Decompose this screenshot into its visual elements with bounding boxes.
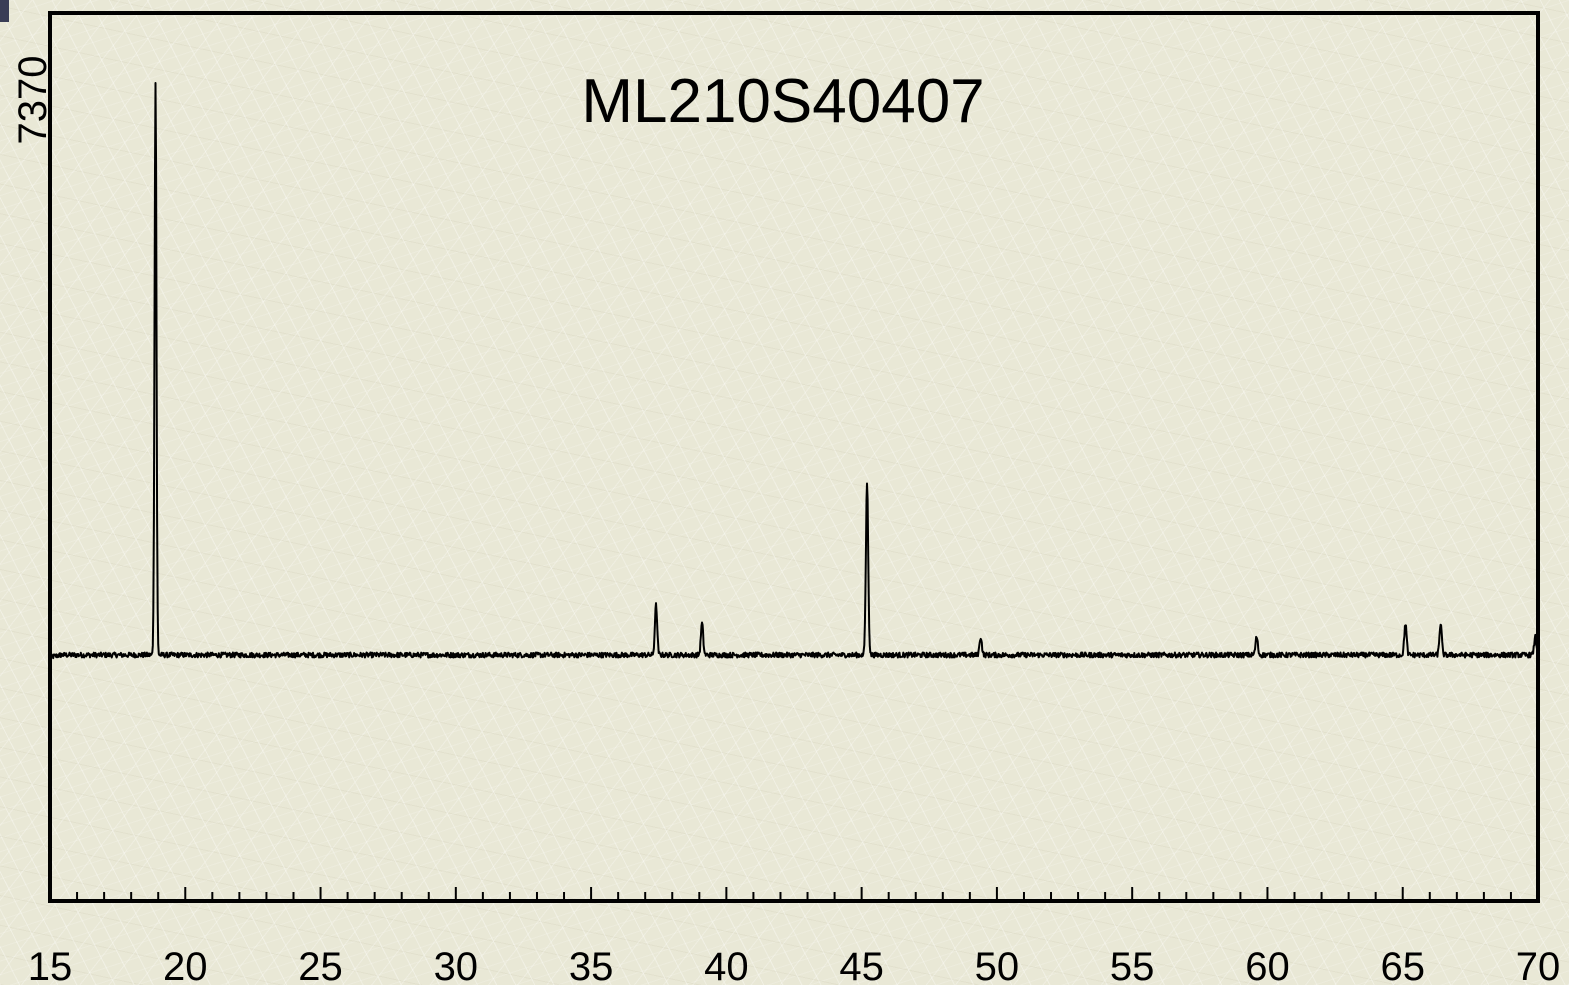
corner-mark (0, 0, 9, 22)
x-tick-label: 40 (704, 945, 749, 985)
y-max-label: 7370 (11, 56, 55, 145)
x-tick-label: 50 (975, 945, 1020, 985)
x-tick-label: 35 (569, 945, 614, 985)
x-tick-label: 55 (1110, 945, 1155, 985)
chart-title: ML210S40407 (581, 67, 984, 136)
x-tick-label: 25 (298, 945, 343, 985)
diffraction-pattern-line (49, 82, 1539, 660)
plot-frame (48, 11, 1540, 903)
x-tick-label: 65 (1380, 945, 1425, 985)
x-axis-tick-labels: 15 20 25 30 35 40 45 50 55 60 65 70 (28, 945, 1561, 985)
x-tick-label: 45 (839, 945, 884, 985)
x-tick-label: 60 (1245, 945, 1290, 985)
x-axis-ticks (49, 887, 1539, 901)
x-tick-label: 70 (1516, 945, 1561, 985)
x-tick-label: 20 (163, 945, 208, 985)
x-tick-label: 30 (434, 945, 479, 985)
x-tick-label: 15 (28, 945, 73, 985)
